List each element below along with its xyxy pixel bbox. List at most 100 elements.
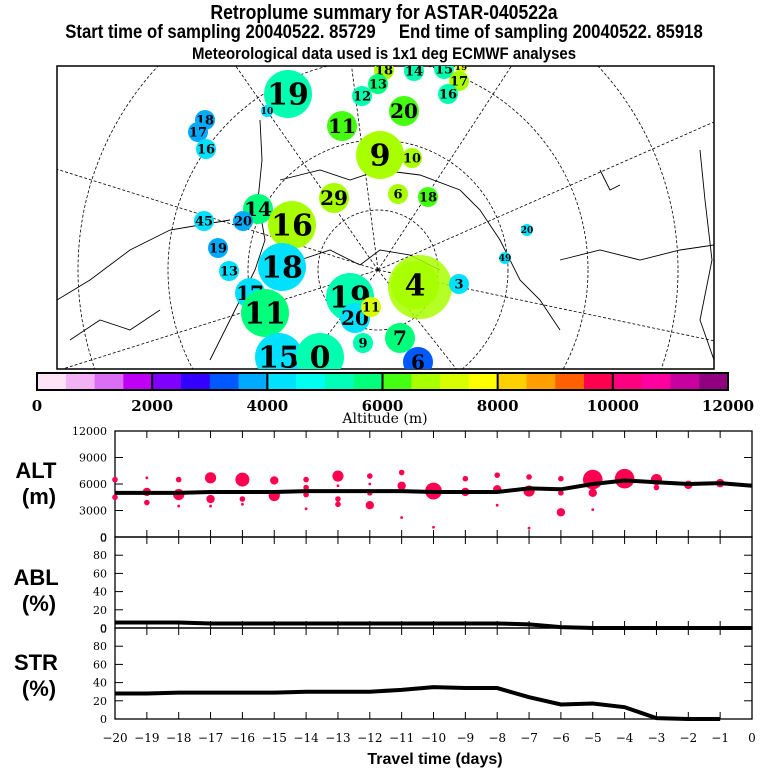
altitude-point (175, 476, 182, 483)
abl-label-line1: ABL (14, 565, 59, 590)
colorbar-segment (641, 373, 671, 390)
colorbar-segment (123, 373, 153, 390)
latitude-circle (167, 66, 589, 369)
map-cluster: 9 (353, 333, 373, 353)
cluster-marker (368, 74, 388, 94)
alt-label-line1: ALT (15, 458, 57, 483)
alt-label-line2: (m) (22, 484, 56, 509)
altitude-point (235, 472, 250, 487)
altitude-point (494, 472, 501, 478)
colorbar-segment (584, 373, 614, 390)
cluster-label: 20 (521, 226, 534, 236)
x-tick-label: −13 (325, 731, 350, 745)
x-tick-label: −4 (616, 731, 634, 745)
cluster-label: 6 (393, 188, 402, 203)
map-cluster: 6 (388, 184, 408, 204)
cluster-marker (352, 86, 372, 106)
cluster-marker (241, 289, 289, 337)
altitude-point (462, 475, 469, 482)
cluster-label: 13 (369, 78, 387, 93)
colorbar-segment (238, 373, 268, 390)
x-tick-label: −6 (552, 731, 570, 745)
cluster-label: 45 (195, 215, 213, 230)
x-tick-label: −20 (102, 731, 127, 745)
cluster-marker (327, 111, 357, 141)
map-cluster: 13 (368, 74, 388, 94)
colorbar-tick-label: 12000 (702, 397, 754, 415)
colorbar-tick-label: 2000 (131, 397, 173, 415)
cluster-label: 9 (358, 337, 367, 352)
cluster-label: 20 (234, 215, 252, 230)
cluster-marker (403, 347, 433, 369)
map-cluster: 49 (499, 252, 511, 264)
cluster-marker (194, 211, 214, 231)
cluster-label: 11 (328, 114, 356, 138)
altitude-point (335, 501, 341, 508)
x-tick-label: −2 (679, 731, 697, 745)
alt-panel-label: ALT (m) (15, 458, 62, 509)
panel-abl: 0 20 40 60 80 0 (93, 532, 753, 635)
altitude-point (303, 484, 309, 491)
met-data-note: Meteorological data used is 1x1 deg ECMW… (191, 44, 577, 63)
cluster-label: 3 (454, 278, 463, 293)
cluster-label: 29 (320, 186, 348, 210)
altitude-point (304, 507, 308, 511)
altitude-point (332, 470, 344, 482)
altitude-point (335, 496, 341, 502)
map-cluster: 11 (241, 289, 289, 337)
map-cluster: 19 (264, 70, 312, 118)
y-tick-label: 0 (100, 532, 107, 545)
x-tick-label: −9 (456, 731, 474, 745)
cluster-label: 18 (261, 251, 303, 286)
map-cluster: 11 (327, 111, 357, 141)
altitude-point (177, 504, 181, 508)
cluster-marker (258, 243, 306, 291)
colorbar-segment (411, 373, 441, 390)
str-label-line1: STR (14, 650, 58, 675)
x-tick-label: −12 (357, 731, 382, 745)
cluster-label: 11 (244, 297, 286, 332)
map-cluster: 13 (219, 261, 239, 281)
cluster-marker (356, 131, 404, 179)
cluster-label: 16 (197, 143, 215, 158)
colorbar-segment (296, 373, 326, 390)
map-cluster: 16 (268, 201, 316, 249)
y-tick-label: 40 (93, 586, 107, 599)
colorbar-segment (670, 373, 700, 390)
y-tick-label: 3000 (79, 505, 107, 518)
map-cluster: 14 (404, 66, 424, 81)
map-cluster: 10 (261, 105, 273, 117)
cluster-label: 16 (271, 209, 313, 244)
cluster-marker (434, 66, 454, 79)
cluster-label: 13 (220, 265, 238, 280)
map-cluster: 18 (418, 187, 438, 207)
y-tick-label: 20 (93, 695, 107, 708)
altitude-point (653, 484, 660, 491)
map-cluster: 6 (403, 347, 433, 369)
str-panel-label: STR (%) (14, 650, 64, 701)
altitude-point (556, 508, 566, 517)
mean-altitude-line (115, 478, 753, 495)
map-cluster: 15 (255, 333, 303, 369)
altitude-point (397, 481, 406, 490)
y-tick-label: 9000 (79, 452, 107, 465)
colorbar-segment (440, 373, 470, 390)
y-tick-label: 80 (93, 549, 107, 562)
cluster-label: 18 (419, 191, 437, 206)
cluster-marker (188, 122, 208, 142)
map-cluster: 15 (434, 66, 454, 79)
map-cluster: 9 (356, 131, 404, 179)
cluster-label: 19 (209, 242, 227, 257)
cluster-marker (391, 261, 439, 309)
meridian (377, 269, 714, 342)
altitude-point (527, 526, 531, 530)
x-axis-title: Travel time (days) (367, 751, 502, 768)
panel-frame (114, 627, 753, 720)
cluster-marker (418, 187, 438, 207)
y-tick-label: 12000 (72, 425, 107, 438)
altitude-point (368, 482, 372, 486)
colorbar-segment (468, 373, 499, 390)
altitude-point (303, 476, 309, 483)
